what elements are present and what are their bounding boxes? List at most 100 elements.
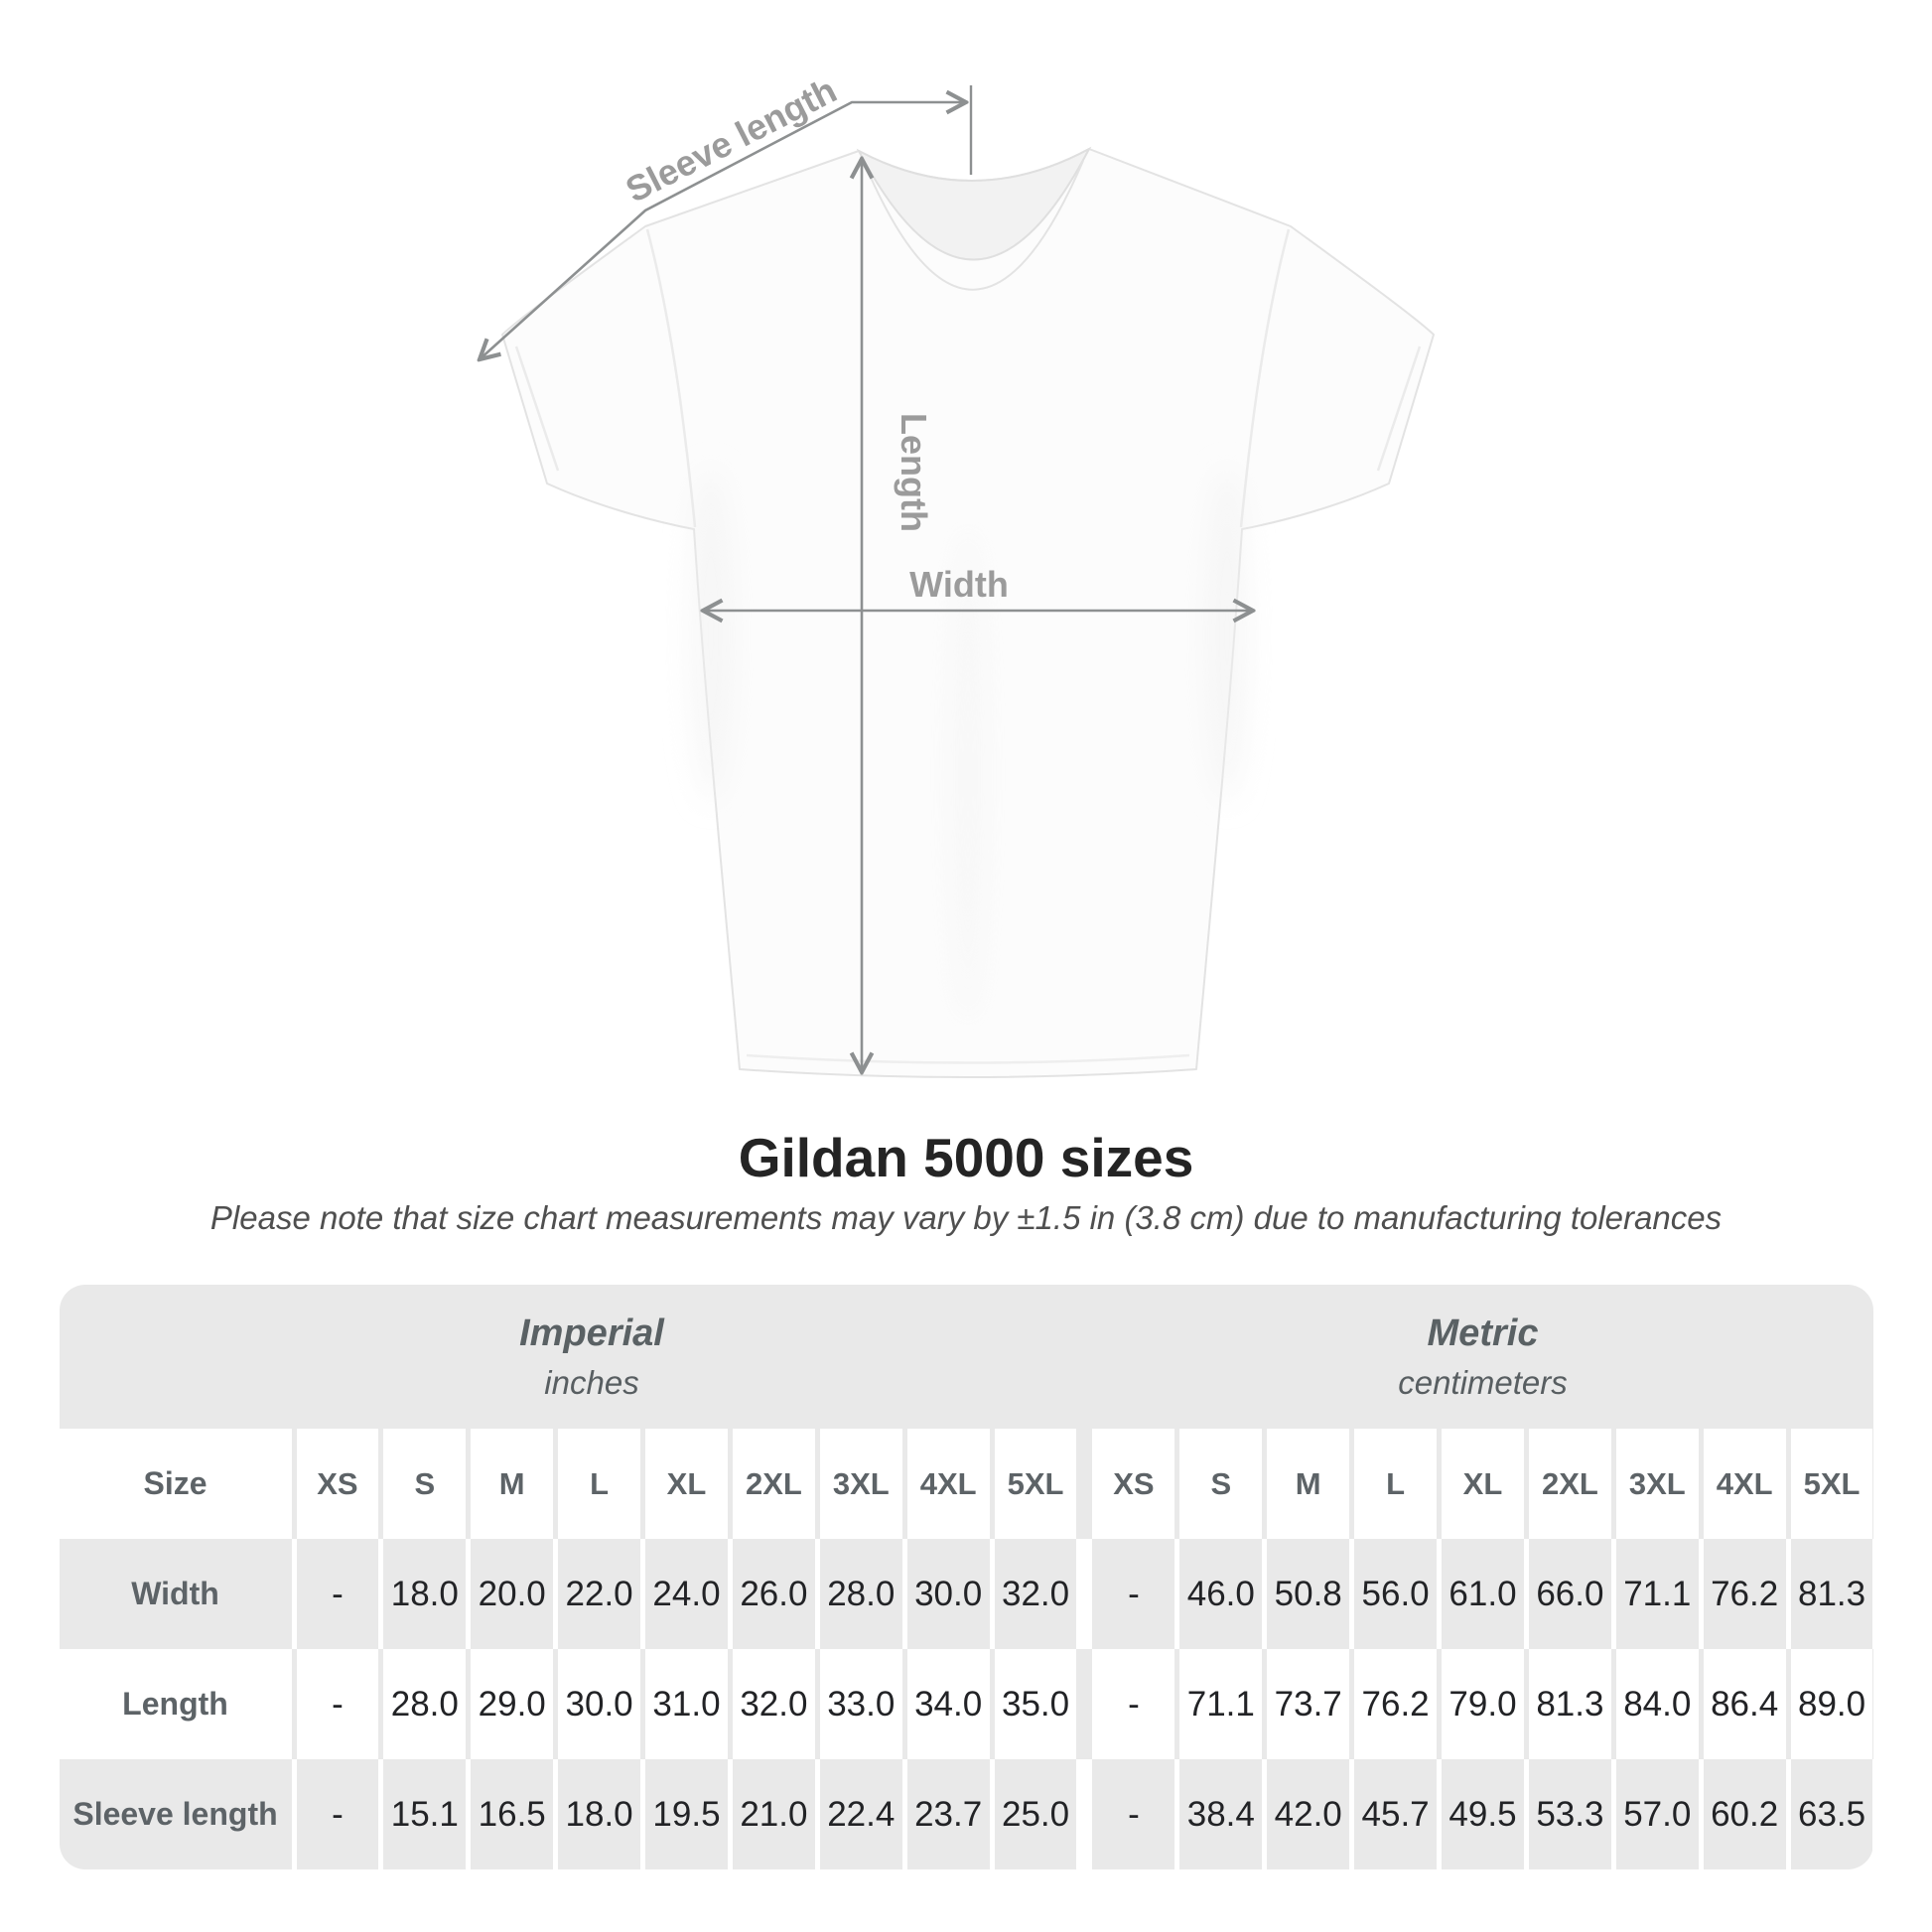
measurement-value-imperial: 18.0 xyxy=(383,1539,467,1649)
size-header-imperial: XS xyxy=(296,1429,379,1539)
measurement-value-metric: 73.7 xyxy=(1267,1649,1350,1759)
size-header-metric: S xyxy=(1179,1429,1263,1539)
tshirt-measurement-diagram: Sleeve length Length Width xyxy=(0,69,1435,1078)
fabric-shade-center xyxy=(950,526,986,1023)
table-row: Length -28.0 29.0 30.0 31.0 32.0 33.0 34.0 35.0-… xyxy=(59,1649,1873,1759)
measurement-value-imperial: 23.7 xyxy=(906,1759,990,1869)
metric-section-header: Metric centimeters xyxy=(1093,1285,1873,1429)
measurement-value-metric: 76.2 xyxy=(1354,1649,1438,1759)
section-gap xyxy=(1081,1429,1087,1539)
measurement-value-imperial: 16.5 xyxy=(471,1759,554,1869)
section-gap xyxy=(1081,1759,1087,1869)
sleeve-length-arrow xyxy=(480,102,966,359)
measurement-value-imperial: 15.1 xyxy=(383,1759,467,1869)
row-label: Width xyxy=(59,1539,292,1649)
measurement-value-metric: 45.7 xyxy=(1354,1759,1438,1869)
size-header-imperial: L xyxy=(558,1429,641,1539)
measurement-value-metric: - xyxy=(1092,1539,1175,1649)
size-header-metric: XL xyxy=(1442,1429,1524,1539)
measurement-value-imperial: 32.0 xyxy=(732,1649,815,1759)
measurement-value-metric: 79.0 xyxy=(1442,1649,1524,1759)
measurement-value-metric: 56.0 xyxy=(1354,1539,1438,1649)
section-gap xyxy=(1081,1649,1087,1759)
measurement-value-metric: 50.8 xyxy=(1267,1539,1350,1649)
measurement-value-metric: 42.0 xyxy=(1267,1759,1350,1869)
measurement-value-metric: - xyxy=(1092,1649,1175,1759)
measurement-value-metric: 66.0 xyxy=(1528,1539,1611,1649)
measurement-value-imperial: 28.0 xyxy=(819,1539,902,1649)
measurement-value-imperial: 22.0 xyxy=(558,1539,641,1649)
measurement-value-imperial: 20.0 xyxy=(471,1539,554,1649)
page-title: Gildan 5000 sizes xyxy=(738,1127,1194,1188)
width-label: Width xyxy=(909,564,1009,605)
imperial-unit-label: inches xyxy=(544,1363,639,1401)
measurement-value-imperial: 29.0 xyxy=(471,1649,554,1759)
size-header-imperial: 3XL xyxy=(819,1429,902,1539)
measurement-value-metric: 53.3 xyxy=(1528,1759,1611,1869)
size-header-metric: L xyxy=(1354,1429,1438,1539)
size-header-row: Size XS S M L XL 2XL 3XL 4XL 5XL XS S M L XL 2XL 3XL 4XL 5… xyxy=(59,1429,1873,1539)
measurement-value-metric: 57.0 xyxy=(1615,1759,1699,1869)
measurement-value-imperial: 25.0 xyxy=(994,1759,1077,1869)
measurement-value-imperial: 34.0 xyxy=(906,1649,990,1759)
measurement-value-metric: 89.0 xyxy=(1790,1649,1873,1759)
table-row: Width -18.0 20.0 22.0 24.0 26.0 28.0 30.0 32.0-4… xyxy=(59,1539,1873,1649)
fabric-shade-left xyxy=(689,467,733,804)
armhole-seam-right xyxy=(1239,228,1291,528)
size-header-imperial: M xyxy=(471,1429,554,1539)
size-header-imperial: 5XL xyxy=(994,1429,1077,1539)
measurement-value-imperial: 18.0 xyxy=(558,1759,641,1869)
measurement-value-imperial: 22.4 xyxy=(819,1759,902,1869)
measurement-value-imperial: - xyxy=(296,1539,379,1649)
measurement-value-imperial: 32.0 xyxy=(994,1539,1077,1649)
measurement-value-imperial: 21.0 xyxy=(732,1759,815,1869)
measurement-value-metric: 86.4 xyxy=(1703,1649,1786,1759)
measurement-value-imperial: 33.0 xyxy=(819,1649,902,1759)
length-label: Length xyxy=(894,413,934,532)
measurement-value-imperial: 28.0 xyxy=(383,1649,467,1759)
row-label: Sleeve length xyxy=(59,1759,292,1869)
size-column-header: Size xyxy=(59,1429,292,1539)
measurement-value-metric: 38.4 xyxy=(1179,1759,1263,1869)
measurement-value-metric: 61.0 xyxy=(1442,1539,1524,1649)
metric-unit-label: centimeters xyxy=(1398,1363,1568,1401)
measurement-value-imperial: 24.0 xyxy=(645,1539,728,1649)
measurement-value-metric: 81.3 xyxy=(1528,1649,1611,1759)
size-header-metric: 3XL xyxy=(1615,1429,1699,1539)
measurement-value-imperial: 30.0 xyxy=(906,1539,990,1649)
sleeve-hem-left xyxy=(514,345,560,472)
measurement-value-imperial: - xyxy=(296,1759,379,1869)
measurement-value-imperial: 26.0 xyxy=(732,1539,815,1649)
measurement-value-metric: 81.3 xyxy=(1790,1539,1873,1649)
size-header-metric: M xyxy=(1267,1429,1350,1539)
size-header-imperial: 4XL xyxy=(906,1429,990,1539)
tshirt-diagram-svg: Sleeve length Length Width xyxy=(0,69,1435,1078)
measurement-value-metric: 76.2 xyxy=(1703,1539,1786,1649)
tolerance-note: Please note that size chart measurements… xyxy=(209,1199,1723,1236)
size-header-metric: 2XL xyxy=(1528,1429,1611,1539)
unit-system-band: Imperial inches Metric centimeters xyxy=(59,1285,1873,1429)
measurement-value-metric: 60.2 xyxy=(1703,1759,1786,1869)
row-label: Length xyxy=(59,1649,292,1759)
measurement-value-metric: 46.0 xyxy=(1179,1539,1263,1649)
size-chart-rows: Size XS S M L XL 2XL 3XL 4XL 5XL XS S M L XL 2XL 3XL 4XL 5… xyxy=(59,1429,1873,1869)
imperial-label: Imperial xyxy=(519,1311,664,1354)
sleeve-hem-right xyxy=(1376,345,1422,472)
measurement-value-imperial: 35.0 xyxy=(994,1649,1077,1759)
size-header-imperial: S xyxy=(383,1429,467,1539)
size-header-metric: 4XL xyxy=(1703,1429,1786,1539)
metric-label: Metric xyxy=(1427,1311,1539,1354)
table-row: Sleeve length -15.1 16.5 18.0 19.5 21.0 22.4 23… xyxy=(59,1759,1873,1869)
measurement-value-metric: - xyxy=(1092,1759,1175,1869)
bottom-hem-seam xyxy=(746,1053,1190,1064)
measurement-value-metric: 84.0 xyxy=(1615,1649,1699,1759)
size-header-metric: XS xyxy=(1092,1429,1175,1539)
measurement-value-imperial: 19.5 xyxy=(645,1759,728,1869)
measurement-value-metric: 71.1 xyxy=(1615,1539,1699,1649)
size-header-imperial: XL xyxy=(645,1429,728,1539)
measurement-value-metric: 49.5 xyxy=(1442,1759,1524,1869)
measurement-value-metric: 71.1 xyxy=(1179,1649,1263,1759)
measurement-value-metric: 63.5 xyxy=(1790,1759,1873,1869)
size-header-imperial: 2XL xyxy=(732,1429,815,1539)
fabric-shade-right xyxy=(1205,467,1249,804)
